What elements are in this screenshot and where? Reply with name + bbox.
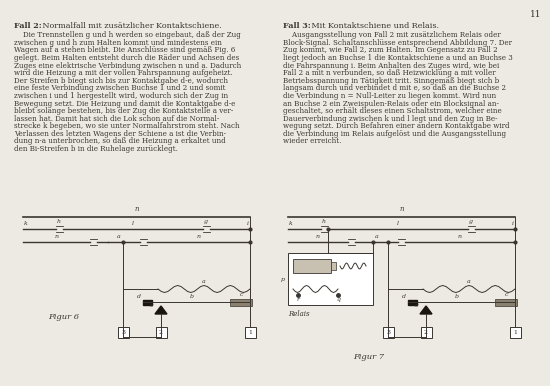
Text: q: q <box>336 297 340 302</box>
Text: n: n <box>54 234 58 239</box>
Text: n: n <box>134 205 139 213</box>
Text: k: k <box>289 221 293 226</box>
Text: bleibt solange bestehen, bis der Zug die Kontaktstelle a ver-: bleibt solange bestehen, bis der Zug die… <box>14 107 233 115</box>
Text: l: l <box>132 221 134 226</box>
Text: 1: 1 <box>513 330 517 335</box>
Text: a: a <box>117 234 120 239</box>
Text: c: c <box>504 292 508 297</box>
Text: Die Trennstellen g und h werden so eingebaut, daß der Zug: Die Trennstellen g und h werden so einge… <box>14 31 241 39</box>
Text: g: g <box>469 219 473 224</box>
Text: Der Streifen b biegt sich bis zur Kontaktgabe d-e, wodurch: Der Streifen b biegt sich bis zur Kontak… <box>14 77 228 85</box>
Text: Fall 2:: Fall 2: <box>14 22 42 30</box>
Bar <box>293 259 331 273</box>
Text: zwischen i und 1 hergestellt wird, wodurch sich der Zug in: zwischen i und 1 hergestellt wird, wodur… <box>14 92 228 100</box>
Bar <box>118 327 129 338</box>
Polygon shape <box>155 306 167 314</box>
Text: a: a <box>375 234 378 239</box>
Text: 2: 2 <box>159 330 163 335</box>
Text: 3: 3 <box>121 330 125 335</box>
Text: Figur 7: Figur 7 <box>353 353 384 361</box>
Text: 11: 11 <box>530 10 541 19</box>
Text: liegt jedoch an Buchse 1 die Kontaktschiene a und an Buchse 3: liegt jedoch an Buchse 1 die Kontaktschi… <box>283 54 513 62</box>
Text: g: g <box>204 219 208 224</box>
Text: gelegt. Beim Halten entsteht durch die Räder und Achsen des: gelegt. Beim Halten entsteht durch die R… <box>14 54 239 62</box>
Text: n: n <box>196 234 201 239</box>
Text: n: n <box>399 205 404 213</box>
Bar <box>245 327 256 338</box>
Text: 1: 1 <box>248 330 252 335</box>
Text: Betriebsspannung in Tätigkeit tritt. Sinngemäß biegt sich b: Betriebsspannung in Tätigkeit tritt. Sin… <box>283 77 499 85</box>
Text: Verlassen des letzten Wagens der Schiene a ist die Verbin-: Verlassen des letzten Wagens der Schiene… <box>14 130 226 138</box>
Text: Figur 6: Figur 6 <box>48 313 79 321</box>
Text: wieder erreicht.: wieder erreicht. <box>283 137 342 146</box>
Text: Zug kommt, wie Fall 2, zum Halten. Im Gegensatz zu Fall 2: Zug kommt, wie Fall 2, zum Halten. Im Ge… <box>283 46 498 54</box>
Text: Wagen auf a stehen bleibt. Die Anschlüsse sind gemäß Fig. 6: Wagen auf a stehen bleibt. Die Anschlüss… <box>14 46 235 54</box>
Text: n: n <box>316 234 320 239</box>
Text: Mit Kontaktschiene und Relais.: Mit Kontaktschiene und Relais. <box>309 22 439 30</box>
Text: Fall 2 a mit n verbunden, so daß Heizwicklung a mit voller: Fall 2 a mit n verbunden, so daß Heizwic… <box>283 69 496 77</box>
Text: die Verbindung im Relais aufgelöst und die Ausgangsstellung: die Verbindung im Relais aufgelöst und d… <box>283 130 506 138</box>
Text: Dauerverbindung zwischen k und l legt und den Zug in Be-: Dauerverbindung zwischen k und l legt un… <box>283 115 498 123</box>
Text: eine feste Verbindung zwischen Buchse 1 und 2 und somit: eine feste Verbindung zwischen Buchse 1 … <box>14 84 225 92</box>
Text: die Fahrspannung i. Beim Anhalten des Zuges wird, wie bei: die Fahrspannung i. Beim Anhalten des Zu… <box>283 61 499 69</box>
Bar <box>408 300 417 305</box>
Text: c: c <box>239 292 243 297</box>
Text: Block-Signal. Schaltanschlüsse entsprechend Abbildung 7. Der: Block-Signal. Schaltanschlüsse entsprech… <box>283 39 512 47</box>
Text: a: a <box>202 279 206 284</box>
Bar <box>230 299 252 306</box>
Text: geschaltet, so erhält dieses einen Schaltstrom, welcher eine: geschaltet, so erhält dieses einen Schal… <box>283 107 502 115</box>
Text: dung n-a unterbrochen, so daß die Heizung a erkaltet und: dung n-a unterbrochen, so daß die Heizun… <box>14 137 225 146</box>
Text: a: a <box>467 279 471 284</box>
Text: Ausgangsstellung von Fall 2 mit zusätzlichem Relais oder: Ausgangsstellung von Fall 2 mit zusätzli… <box>283 31 500 39</box>
Text: b: b <box>454 294 459 299</box>
Text: Relais: Relais <box>288 310 310 318</box>
Text: wird die Heizung a mit der vollen Fahrspannung aufgeheizt.: wird die Heizung a mit der vollen Fahrsp… <box>14 69 233 77</box>
Bar <box>382 327 393 338</box>
Text: den Bi-Streifen b in die Ruhelage zurücklegt.: den Bi-Streifen b in die Ruhelage zurück… <box>14 145 178 153</box>
Text: e: e <box>415 303 419 308</box>
Bar <box>143 300 152 305</box>
Text: Zuges eine elektrische Verbindung zwischen n und a. Dadurch: Zuges eine elektrische Verbindung zwisch… <box>14 61 241 69</box>
Text: e: e <box>150 303 154 308</box>
Text: die Verbindung n = Null-Leiter zu liegen kommt. Wird nun: die Verbindung n = Null-Leiter zu liegen… <box>283 92 496 100</box>
Text: l: l <box>397 221 399 226</box>
Polygon shape <box>420 306 432 314</box>
Bar <box>509 327 520 338</box>
Bar <box>331 262 336 270</box>
Text: an Buchse 2 ein Zweispulen-Relais oder ein Blocksignal an-: an Buchse 2 ein Zweispulen-Relais oder e… <box>283 100 499 107</box>
Bar <box>288 253 373 305</box>
Text: i: i <box>247 221 249 226</box>
Text: h: h <box>322 219 326 224</box>
Text: 3: 3 <box>386 330 390 335</box>
Text: langsam durch und verbindet d mit e, so daß an die Buchse 2: langsam durch und verbindet d mit e, so … <box>283 84 506 92</box>
Bar <box>495 299 517 306</box>
Text: Bewegung setzt. Die Heizung und damit die Kontaktgabe d-e: Bewegung setzt. Die Heizung und damit di… <box>14 100 235 107</box>
Text: p: p <box>281 276 285 281</box>
Text: h: h <box>57 219 61 224</box>
Text: 2: 2 <box>424 330 428 335</box>
Text: n: n <box>458 234 462 239</box>
Text: r: r <box>296 297 300 302</box>
Text: d: d <box>137 294 141 299</box>
Text: wegung setzt. Durch Befahren einer andern Kontaktgabe wird: wegung setzt. Durch Befahren einer ander… <box>283 122 510 130</box>
Text: b: b <box>190 294 194 299</box>
Text: d: d <box>402 294 406 299</box>
Text: zwischen g und h zum Halten kommt und mindestens ein: zwischen g und h zum Halten kommt und mi… <box>14 39 222 47</box>
Text: lassen hat. Damit hat sich die Lok schon auf die Normal-: lassen hat. Damit hat sich die Lok schon… <box>14 115 219 123</box>
Text: strecke k begeben, wo sie unter Normalfahrstrom steht. Nach: strecke k begeben, wo sie unter Normalfa… <box>14 122 240 130</box>
Text: Fall 3:: Fall 3: <box>283 22 311 30</box>
Text: i: i <box>512 221 514 226</box>
Bar <box>156 327 167 338</box>
Text: Normalfall mit zusätzlicher Kontaktschiene.: Normalfall mit zusätzlicher Kontaktschie… <box>40 22 222 30</box>
Bar <box>421 327 432 338</box>
Text: k: k <box>24 221 28 226</box>
